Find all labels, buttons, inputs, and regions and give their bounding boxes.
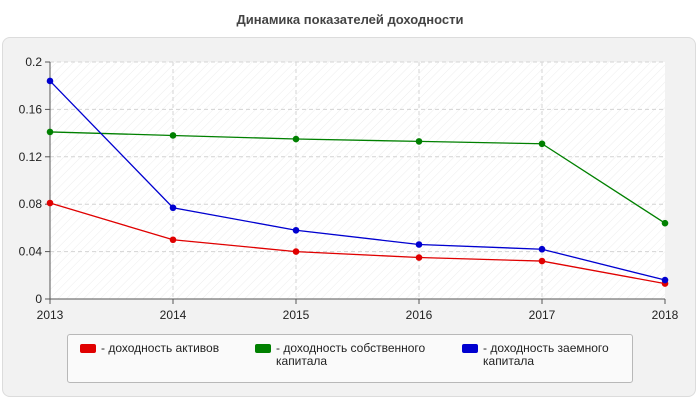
series-point-1[interactable] (292, 135, 300, 143)
x-tick-label: 2017 (529, 308, 556, 322)
y-tick-label: 0.04 (19, 245, 43, 259)
x-tick-label: 2015 (283, 308, 310, 322)
series-point-2[interactable] (661, 276, 669, 284)
series-point-0[interactable] (169, 236, 177, 244)
series-point-2[interactable] (46, 77, 54, 85)
y-tick-label: 0.2 (25, 55, 42, 69)
x-tick-label: 2016 (406, 308, 433, 322)
series-point-2[interactable] (538, 245, 546, 253)
series-line-2 (49, 80, 666, 281)
x-tick-label: 2014 (160, 308, 187, 322)
series-point-2[interactable] (415, 241, 423, 248)
legend: - доходность активов - доходность собств… (67, 334, 633, 383)
series-point-1[interactable] (46, 128, 54, 136)
series-point-0[interactable] (292, 248, 300, 255)
series-point-0[interactable] (538, 257, 546, 265)
x-tick-label: 2018 (652, 308, 679, 322)
series-point-1[interactable] (415, 138, 423, 145)
chart-title: Динамика показателей доходности (236, 12, 464, 27)
series-point-0[interactable] (415, 254, 423, 261)
legend-label-debt: - доходность заемного капитала (483, 341, 609, 368)
series-point-2[interactable] (169, 204, 177, 212)
x-tick-labels: 2013 2014 2015 2016 2017 2018 (37, 308, 679, 322)
legend-swatch-assets (80, 344, 96, 353)
y-tick-label: 0.16 (19, 102, 43, 116)
y-tick-label: 0.12 (19, 150, 43, 164)
series-point-1[interactable] (661, 219, 669, 227)
y-tick-label: 0.08 (19, 197, 43, 211)
series-line-1 (49, 131, 666, 224)
y-tick-labels: 0 0.04 0.08 0.12 0.16 0.2 (19, 55, 43, 306)
series-line-0 (49, 202, 666, 285)
y-tick-label: 0 (35, 292, 42, 306)
series-point-0[interactable] (46, 199, 54, 207)
legend-swatch-debt (462, 344, 478, 353)
series-point-1[interactable] (538, 140, 546, 148)
plot-area-hatch (50, 62, 665, 299)
legend-label-assets: - доходность активов (101, 341, 220, 355)
legend-label-equity: - доходность собственного капитала (276, 341, 426, 368)
series-point-2[interactable] (292, 226, 300, 234)
legend-swatch-equity (255, 344, 271, 353)
series-point-1[interactable] (169, 132, 177, 139)
x-tick-label: 2013 (37, 308, 64, 322)
series-group (46, 77, 669, 287)
